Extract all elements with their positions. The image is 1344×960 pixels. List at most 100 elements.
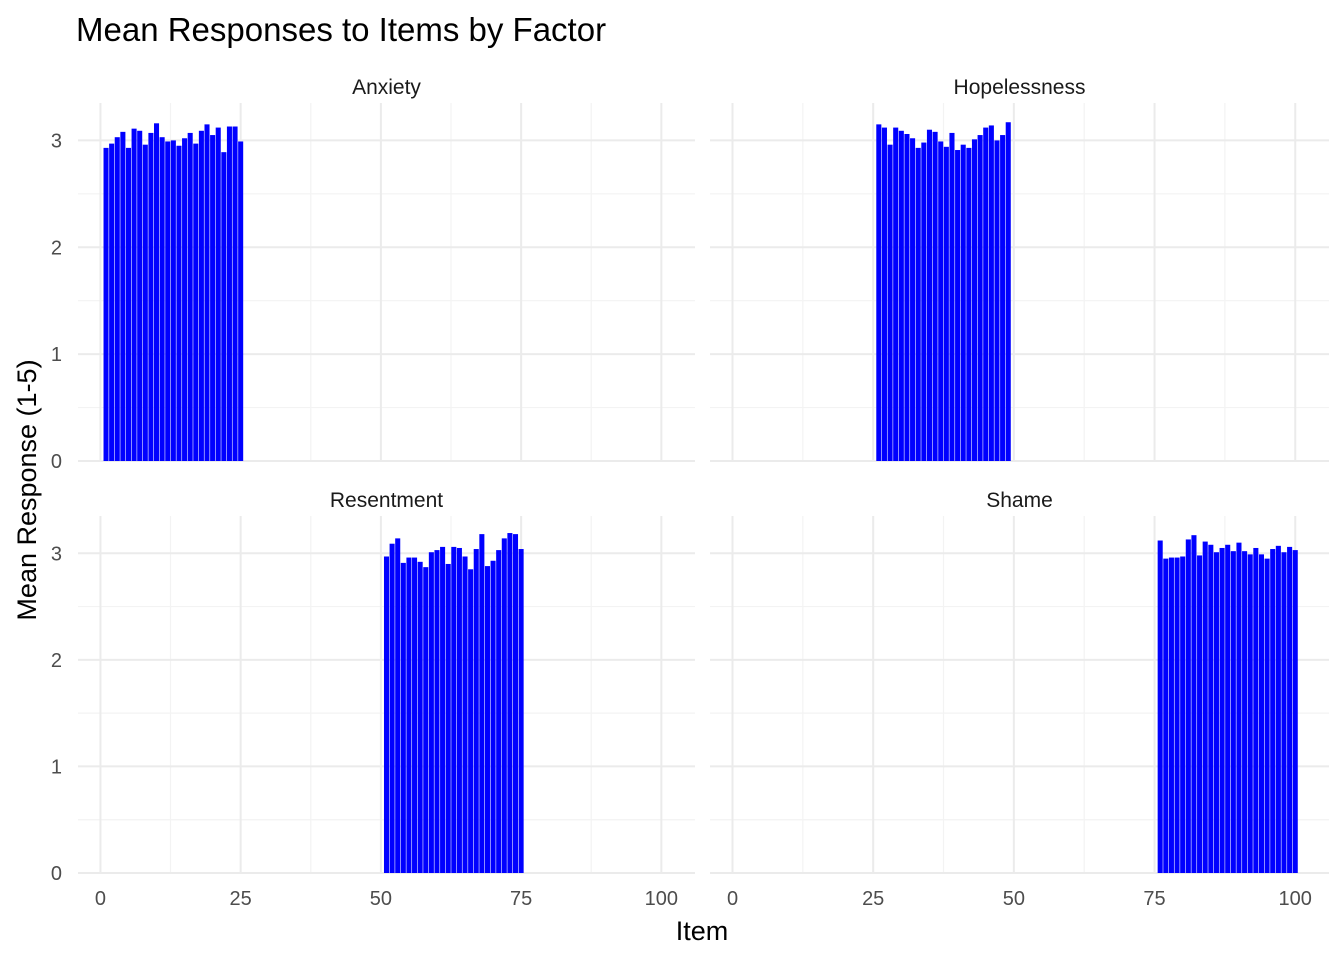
bar-item-66 (468, 569, 474, 873)
bar-item-48 (1000, 135, 1006, 462)
x-tick-label: 0 (95, 888, 106, 910)
bar-item-43 (971, 139, 978, 461)
y-tick-label: 2 (51, 650, 62, 672)
facet-strip-label: Shame (986, 489, 1053, 512)
bar-item-97 (1275, 545, 1281, 873)
bar-item-53 (395, 538, 401, 873)
bar-item-64 (456, 547, 462, 873)
bar-item-25 (238, 141, 244, 461)
bar-item-84 (1202, 541, 1208, 873)
bar-item-71 (496, 550, 502, 873)
facet-panels: Anxiety 0 1 2 3 Hopelessness Resentment 0 1 2 3 0 25… (51, 76, 1329, 910)
bar-item-38 (943, 146, 949, 461)
bar-item-37 (938, 141, 944, 461)
bar-item-30 (898, 130, 904, 461)
bar-item-40 (955, 150, 961, 462)
bar-item-51 (383, 556, 390, 873)
bar-item-79 (1174, 557, 1180, 873)
bar-item-47 (994, 140, 1000, 461)
bar-item-80 (1180, 556, 1186, 873)
bar-item-17 (193, 143, 199, 461)
bar-item-58 (423, 567, 429, 873)
bar-item-82 (1191, 535, 1197, 873)
x-tick-label: 50 (370, 888, 392, 910)
bar-item-88 (1225, 544, 1231, 873)
bar-item-13 (170, 140, 176, 461)
bar-item-52 (389, 543, 395, 873)
bar-item-62 (445, 563, 451, 873)
bar-item-15 (182, 138, 188, 461)
x-tick-label: 75 (510, 888, 532, 910)
bar-item-12 (165, 141, 171, 461)
x-tick-label: 25 (230, 888, 252, 910)
bar-item-59 (428, 552, 434, 873)
bar-item-99 (1287, 546, 1293, 873)
bar-item-49 (1005, 122, 1011, 461)
chart-title: Mean Responses to Items by Factor (76, 11, 606, 48)
bar-item-56 (412, 557, 418, 873)
bar-item-81 (1185, 539, 1191, 873)
bar-item-19 (204, 124, 210, 461)
bar-item-20 (210, 135, 216, 462)
bar-item-3 (114, 137, 120, 461)
bar-item-68 (479, 534, 485, 873)
bar-item-73 (507, 533, 513, 873)
bar-item-96 (1270, 549, 1276, 873)
y-tick-label: 3 (51, 543, 62, 565)
y-tick-label: 3 (51, 130, 62, 152)
bar-item-27 (881, 127, 887, 461)
x-tick-label: 25 (862, 888, 884, 910)
facet-strip-label: Hopelessness (954, 76, 1086, 99)
bar-item-4 (120, 131, 126, 461)
bar-item-54 (400, 562, 406, 873)
bar-item-70 (490, 560, 496, 873)
bar-item-57 (417, 561, 423, 873)
facet-strip-label: Resentment (330, 489, 443, 512)
bar-item-98 (1281, 552, 1287, 873)
bar-item-34 (921, 142, 927, 462)
bar-item-100 (1292, 550, 1298, 873)
bar-item-87 (1219, 547, 1225, 873)
bar-item-24 (232, 126, 238, 462)
facet-panel-anxiety: Anxiety 0 1 2 3 (51, 76, 695, 473)
bar-item-36 (932, 131, 938, 461)
bar-item-18 (198, 130, 204, 461)
facet-panel-shame: Shame 0 25 50 75 100 (710, 489, 1329, 910)
bar-item-32 (910, 138, 916, 461)
bar-item-8 (142, 144, 148, 461)
bar-item-92 (1247, 554, 1253, 873)
bar-item-63 (451, 546, 457, 873)
bar-item-7 (137, 130, 143, 461)
bar-item-74 (512, 534, 519, 873)
bar-item-75 (518, 549, 524, 873)
bar-item-69 (484, 566, 490, 873)
bar-item-95 (1264, 558, 1270, 873)
y-tick-label: 1 (51, 756, 62, 778)
bar-item-22 (221, 152, 227, 461)
bar-item-72 (501, 538, 507, 873)
facet-panel-hopelessness: Hopelessness (710, 76, 1329, 462)
bar-item-11 (159, 137, 165, 461)
bar-item-94 (1258, 554, 1265, 873)
x-axis-title: Item (676, 916, 729, 946)
bar-item-45 (983, 127, 989, 461)
bar-item-67 (473, 549, 479, 873)
y-axis-title: Mean Response (1-5) (12, 359, 42, 620)
y-tick-label: 0 (51, 451, 62, 473)
y-tick-label: 2 (51, 237, 62, 259)
bar-item-60 (434, 550, 440, 873)
bar-item-93 (1253, 547, 1259, 873)
x-tick-label: 0 (727, 888, 738, 910)
bar-item-78 (1168, 557, 1174, 873)
bar-item-5 (125, 147, 132, 461)
bar-item-31 (904, 133, 910, 462)
x-tick-label: 50 (1003, 888, 1025, 910)
bar-item-26 (876, 124, 882, 461)
x-tick-label: 75 (1143, 888, 1165, 910)
bar-item-76 (1157, 540, 1163, 873)
bar-item-39 (949, 132, 955, 461)
y-tick-label: 0 (51, 863, 62, 885)
bar-item-42 (966, 147, 972, 461)
y-tick-label: 1 (51, 344, 62, 366)
